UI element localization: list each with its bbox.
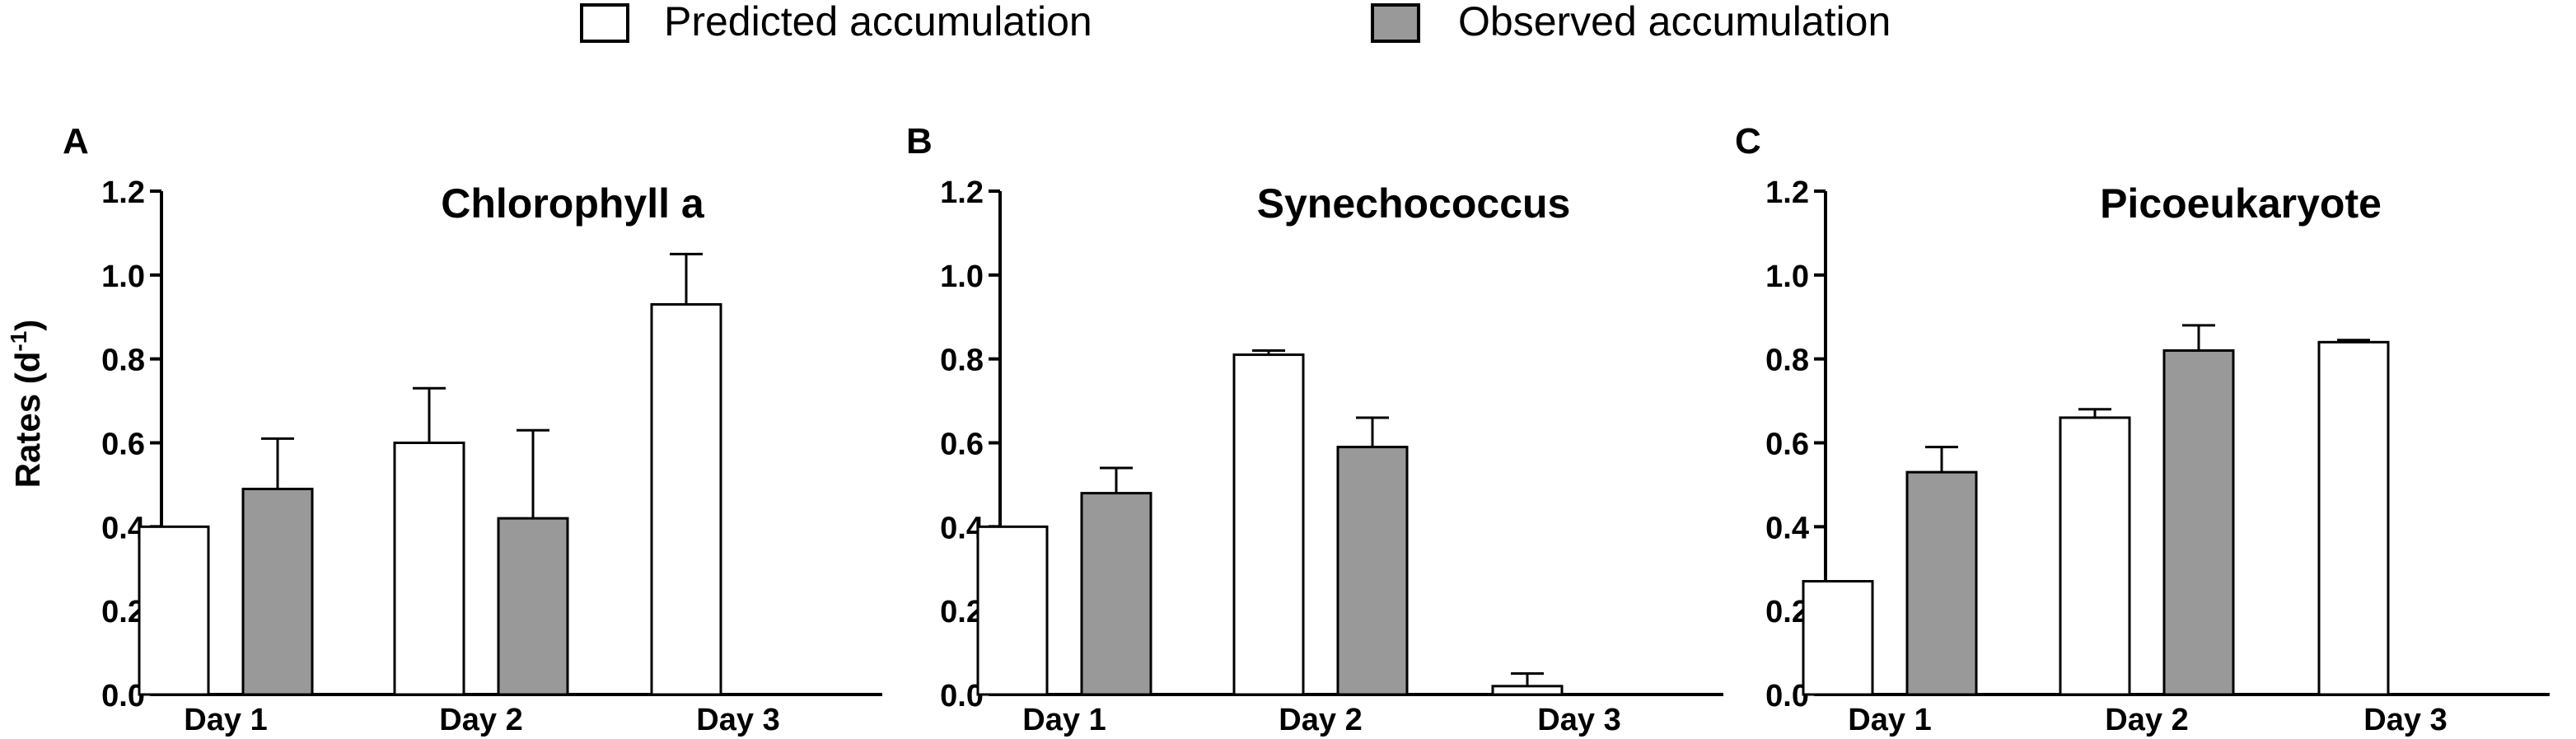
x-tick-label: Day 3 (696, 703, 779, 737)
y-tick-label: 0.4 (101, 511, 145, 545)
bar-observed (241, 488, 314, 696)
y-tick-label: 0.0 (101, 679, 145, 713)
panel-letter: A (63, 121, 89, 161)
chart-panels: A Chlorophyll a 0.0 0.2 0.4 0.6 0.8 1.0 1.2 Day 1… (63, 121, 2550, 737)
bar-observed (2162, 348, 2235, 696)
x-tick-label: Day 2 (2105, 703, 2188, 737)
y-tick-label: 0.4 (1765, 511, 1809, 545)
bar-predicted (2317, 340, 2390, 696)
chart-title: Picoeukaryote (2100, 180, 2382, 227)
panel-letter: C (1735, 121, 1761, 161)
y-tick-label: 0.2 (101, 595, 145, 629)
bar-observed (1905, 470, 1978, 696)
bar-predicted (138, 525, 210, 696)
legend-swatch-observed (1371, 3, 1420, 43)
y-tick-label: 0.2 (1765, 595, 1809, 629)
y-axis-label-superscript: -1 (6, 331, 31, 352)
chart-panel-a: A Chlorophyll a 0.0 0.2 0.4 0.6 0.8 1.0 1.2 Day 1… (63, 121, 882, 737)
bar-predicted (1802, 580, 1874, 696)
bar-observed (1336, 446, 1409, 696)
y-tick-label: 1.2 (101, 175, 145, 210)
x-tick-label: Day 1 (184, 703, 267, 737)
bar-predicted (1232, 353, 1305, 696)
bar-predicted (650, 302, 722, 696)
legend: Predicted accumulation Observed accumula… (580, 0, 1891, 44)
chart-panel-b: B Synechococcus 0.0 0.2 0.4 0.6 0.8 1.0 1.2 Day 1… (906, 121, 1723, 737)
y-tick-label: 0.6 (1765, 428, 1809, 462)
panel-letter: B (906, 121, 933, 161)
y-tick-label: 0.0 (1765, 679, 1809, 713)
y-tick-label: 0.2 (940, 595, 984, 629)
bar-predicted (976, 525, 1049, 696)
y-tick-label: 0.4 (940, 511, 984, 545)
x-tick-label: Day 2 (439, 703, 522, 737)
y-tick-label: 0.6 (940, 428, 984, 462)
y-tick-label: 1.2 (1765, 175, 1809, 210)
x-tick-label: Day 1 (1848, 703, 1931, 737)
x-tick-label: Day 1 (1022, 703, 1106, 737)
bar-observed (497, 517, 569, 696)
bar-predicted (2059, 416, 2131, 696)
y-axis-label: Rates (d-1) (6, 320, 47, 489)
y-tick-label: 0.8 (940, 344, 984, 378)
x-tick-label: Day 3 (1537, 703, 1620, 737)
y-tick-label: 1.0 (1765, 260, 1809, 294)
y-tick-label: 0.8 (101, 344, 145, 378)
y-axis-label-close: ) (8, 320, 47, 331)
x-tick-label: Day 2 (1279, 703, 1362, 737)
chart-title: Chlorophyll a (441, 180, 705, 227)
legend-label-observed: Observed accumulation (1458, 0, 1891, 44)
chart-panel-c: C Picoeukaryote 0.0 0.2 0.4 0.6 0.8 1.0 1.2 Day 1… (1735, 121, 2550, 737)
bar-predicted (1491, 685, 1564, 696)
bar-observed (1080, 492, 1152, 696)
y-tick-label: 1.2 (940, 175, 984, 210)
bar-predicted (393, 442, 465, 696)
y-tick-label: 1.0 (101, 260, 145, 294)
y-axis-label-main: Rates (d (8, 352, 47, 489)
legend-label-predicted: Predicted accumulation (664, 0, 1092, 44)
legend-swatch-predicted (580, 3, 629, 43)
chart-title: Synechococcus (1257, 180, 1571, 227)
y-tick-label: 0.8 (1765, 344, 1809, 378)
x-tick-label: Day 3 (2363, 703, 2447, 737)
y-tick-label: 1.0 (940, 260, 984, 294)
y-tick-label: 0.0 (940, 679, 984, 713)
y-tick-label: 0.6 (101, 428, 145, 462)
